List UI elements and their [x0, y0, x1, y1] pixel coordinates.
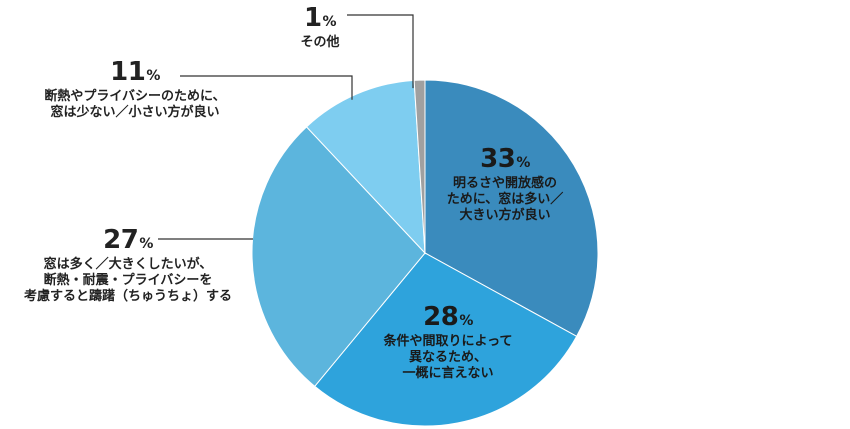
slice-label-2: 28% 条件や間取りによって 異なるため、 一概に言えない — [358, 301, 538, 382]
slice-text-3: 窓は多く／大きくしたいが、 断熱・耐震・プライバシーを 考慮すると躊躇（ちゅうち… — [23, 256, 232, 305]
leader-line-4 — [180, 75, 353, 100]
pie-slice-4 — [305, 79, 426, 255]
pie-slice-2 — [314, 252, 578, 427]
slice-unit-5: % — [322, 14, 337, 30]
slice-unit-3: % — [139, 236, 153, 252]
pie-slice-5 — [413, 79, 426, 254]
slice-text-2: 条件や間取りによって 異なるため、 一概に言えない — [383, 333, 513, 382]
slice-label-4: 11% 断熱やプライバシーのために、 窓は少ない／小さい方が良い — [25, 56, 245, 121]
pie-slice-1 — [424, 79, 599, 338]
slice-value-1: 33 — [480, 144, 516, 174]
slice-text-4: 断熱やプライバシーのために、 窓は少ない／小さい方が良い — [44, 88, 226, 120]
slice-value-5: 1 — [303, 3, 322, 33]
slice-label-5: 1% その他 — [280, 2, 360, 51]
slice-unit-4: % — [146, 68, 160, 84]
slice-value-3: 27 — [103, 225, 139, 255]
slice-value-4: 11 — [110, 57, 146, 87]
pie-slice-3 — [251, 126, 426, 388]
slice-text-1: 明るさや開放感の ために、窓は多い／ 大きい方が良い — [446, 175, 564, 224]
slice-label-1: 33% 明るさや開放感の ために、窓は多い／ 大きい方が良い — [430, 143, 580, 224]
slice-text-5: その他 — [300, 34, 340, 50]
leader-line-5 — [347, 14, 414, 89]
slice-value-2: 28 — [423, 302, 459, 332]
slice-label-3: 27% 窓は多く／大きくしたいが、 断熱・耐震・プライバシーを 考慮すると躊躇（… — [18, 224, 238, 305]
slice-unit-2: % — [459, 313, 473, 329]
slice-unit-1: % — [516, 155, 530, 171]
